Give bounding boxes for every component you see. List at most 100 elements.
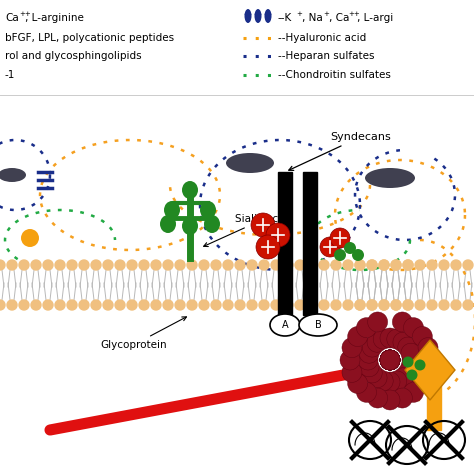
Circle shape — [463, 300, 473, 310]
Circle shape — [31, 300, 41, 310]
Circle shape — [0, 260, 5, 270]
Circle shape — [379, 300, 389, 310]
Circle shape — [259, 260, 269, 270]
Circle shape — [31, 260, 41, 270]
Circle shape — [307, 260, 317, 270]
Circle shape — [393, 368, 413, 388]
Circle shape — [115, 300, 125, 310]
Circle shape — [367, 300, 377, 310]
Ellipse shape — [245, 9, 252, 23]
Circle shape — [211, 300, 221, 310]
Circle shape — [343, 300, 353, 310]
Text: Sialic acids: Sialic acids — [204, 214, 293, 246]
Circle shape — [331, 260, 341, 270]
Circle shape — [355, 300, 365, 310]
Circle shape — [139, 300, 149, 310]
Circle shape — [418, 362, 438, 383]
Circle shape — [403, 260, 413, 270]
Circle shape — [380, 350, 400, 370]
Circle shape — [79, 260, 89, 270]
Circle shape — [451, 260, 461, 270]
Circle shape — [380, 350, 400, 370]
Circle shape — [403, 260, 413, 270]
Circle shape — [163, 260, 173, 270]
Circle shape — [367, 260, 377, 270]
Circle shape — [79, 300, 89, 310]
Circle shape — [247, 260, 257, 270]
Ellipse shape — [365, 168, 415, 188]
Circle shape — [380, 328, 400, 348]
Circle shape — [362, 337, 382, 357]
Circle shape — [21, 229, 39, 247]
Circle shape — [439, 260, 449, 270]
Circle shape — [391, 260, 401, 270]
Circle shape — [334, 249, 346, 261]
Text: Syndecans: Syndecans — [289, 132, 391, 170]
Circle shape — [355, 260, 365, 270]
Circle shape — [127, 300, 137, 310]
Circle shape — [402, 350, 422, 370]
Circle shape — [401, 357, 421, 377]
Circle shape — [7, 300, 17, 310]
Circle shape — [271, 300, 281, 310]
Circle shape — [256, 235, 280, 259]
Circle shape — [7, 260, 17, 270]
Text: A: A — [282, 320, 288, 330]
Circle shape — [55, 260, 65, 270]
Circle shape — [163, 300, 173, 310]
Circle shape — [367, 332, 387, 352]
Circle shape — [367, 260, 377, 270]
Circle shape — [415, 300, 425, 310]
Circle shape — [380, 350, 400, 370]
Circle shape — [380, 350, 400, 370]
Circle shape — [380, 350, 400, 370]
Circle shape — [412, 374, 432, 393]
Circle shape — [379, 260, 389, 270]
Circle shape — [307, 300, 317, 310]
Ellipse shape — [264, 9, 272, 23]
Text: , L-arginine: , L-arginine — [25, 13, 84, 23]
Circle shape — [251, 213, 275, 237]
Circle shape — [379, 260, 389, 270]
Circle shape — [380, 372, 400, 392]
Circle shape — [347, 374, 368, 393]
Circle shape — [320, 237, 340, 257]
Ellipse shape — [299, 314, 337, 336]
Ellipse shape — [255, 9, 262, 23]
Circle shape — [352, 249, 364, 261]
Circle shape — [283, 300, 293, 310]
Circle shape — [427, 300, 437, 310]
Text: ++: ++ — [348, 11, 360, 17]
Circle shape — [393, 332, 413, 352]
Circle shape — [295, 300, 305, 310]
Circle shape — [175, 300, 185, 310]
Circle shape — [356, 318, 376, 337]
Circle shape — [127, 260, 137, 270]
Ellipse shape — [160, 215, 176, 233]
Circle shape — [439, 300, 449, 310]
Bar — [278, 172, 292, 315]
Circle shape — [295, 260, 305, 270]
Ellipse shape — [407, 370, 418, 381]
Circle shape — [355, 300, 365, 310]
Circle shape — [391, 260, 401, 270]
Circle shape — [380, 350, 400, 370]
Circle shape — [392, 388, 412, 408]
Text: ++: ++ — [19, 11, 31, 17]
Circle shape — [139, 260, 149, 270]
Text: , Na: , Na — [302, 13, 323, 23]
Circle shape — [223, 260, 233, 270]
Ellipse shape — [182, 217, 198, 235]
Circle shape — [420, 350, 440, 370]
Circle shape — [368, 312, 388, 332]
Circle shape — [344, 242, 356, 254]
Text: rol and glycosphingolipids: rol and glycosphingolipids — [5, 51, 142, 61]
Circle shape — [211, 260, 221, 270]
Circle shape — [380, 350, 400, 370]
Circle shape — [427, 260, 437, 270]
Bar — [303, 172, 317, 315]
Text: +: + — [323, 11, 329, 17]
Circle shape — [91, 300, 101, 310]
Circle shape — [391, 300, 401, 310]
Circle shape — [0, 300, 5, 310]
